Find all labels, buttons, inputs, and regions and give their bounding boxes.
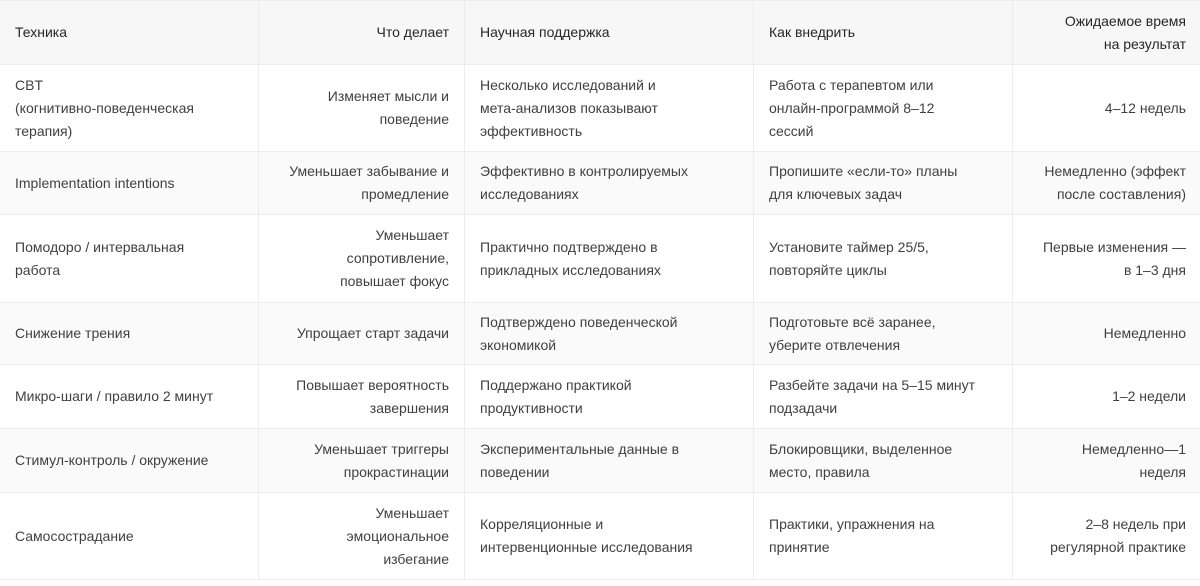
cell-time: 2–8 недель при регулярной практике — [1012, 492, 1200, 580]
header-time: Ожидаемое время на результат — [1012, 0, 1200, 65]
header-how-to: Как внедрить — [753, 0, 1013, 65]
cell-evidence: Несколько исследований и мета-анализов п… — [464, 64, 754, 152]
cell-what-it-does: Повышает вероятность завершения — [258, 364, 465, 429]
cell-how-to: Разбейте задачи на 5–15 минут подзадачи — [753, 364, 1013, 429]
cell-technique: Снижение трения — [0, 302, 259, 365]
cell-time: Немедленно (эффект после составления) — [1012, 151, 1200, 215]
cell-time: 1–2 недели — [1012, 364, 1200, 429]
cell-evidence: Эффективно в контролируемых исследования… — [464, 151, 754, 215]
table-row: Самосострадание Уменьшает эмоциональное и… — [0, 492, 1200, 580]
cell-evidence: Подтверждено поведенческой экономикой — [464, 302, 754, 365]
cell-how-to: Установите таймер 25/5, повторяйте циклы — [753, 214, 1013, 303]
cell-how-to: Подготовьте всё заранее, уберите отвлече… — [753, 302, 1013, 365]
table-row: Снижение трения Упрощает старт задачи Подт… — [0, 302, 1200, 365]
header-what-it-does: Что делает — [258, 0, 465, 65]
cell-evidence: Корреляционные и интервенционные исследо… — [464, 492, 754, 580]
cell-technique: CBT (когнитивно-поведенческая терапия) — [0, 64, 259, 152]
cell-how-to: Пропишите «если-то» планы для ключевых з… — [753, 151, 1013, 215]
cell-technique: Стимул-контроль / окружение — [0, 428, 259, 493]
cell-what-it-does: Изменяет мысли и поведение — [258, 64, 465, 152]
cell-what-it-does: Уменьшает триггеры прокрастинации — [258, 428, 465, 493]
cell-time: 4–12 недель — [1012, 64, 1200, 152]
cell-how-to: Блокировщики, выделенное место, правила — [753, 428, 1013, 493]
cell-evidence: Практично подтверждено в прикладных иссл… — [464, 214, 754, 303]
cell-technique: Микро-шаги / правило 2 минут — [0, 364, 259, 429]
cell-time: Первые изменения — в 1–3 дня — [1012, 214, 1200, 303]
cell-how-to: Работа с терапевтом или онлайн-программо… — [753, 64, 1013, 152]
cell-technique: Помодоро / интервальная работа — [0, 214, 259, 303]
cell-what-it-does: Упрощает старт задачи — [258, 302, 465, 365]
header-technique: Техника — [0, 0, 259, 65]
table-row: Implementation intentions Уменьшает забыв… — [0, 151, 1200, 215]
cell-what-it-does: Уменьшает эмоциональное избегание — [258, 492, 465, 580]
cell-time: Немедленно — [1012, 302, 1200, 365]
cell-evidence: Экспериментальные данные в поведении — [464, 428, 754, 493]
header-evidence: Научная поддержка — [464, 0, 754, 65]
cell-how-to: Практики, упражнения на принятие — [753, 492, 1013, 580]
table-row: Стимул-контроль / окружение Уменьшает три… — [0, 428, 1200, 493]
table-row: Микро-шаги / правило 2 минут Повышает вер… — [0, 364, 1200, 429]
cell-what-it-does: Уменьшает сопротивление, повышает фокус — [258, 214, 465, 303]
cell-technique: Implementation intentions — [0, 151, 259, 215]
cell-technique: Самосострадание — [0, 492, 259, 580]
cell-time: Немедленно—1 неделя — [1012, 428, 1200, 493]
table-row: Помодоро / интервальная работа Уменьшает … — [0, 214, 1200, 303]
table-row: CBT (когнитивно-поведенческая терапия) Из… — [0, 64, 1200, 152]
cell-what-it-does: Уменьшает забывание и промедление — [258, 151, 465, 215]
header-row: Техника Что делает Научная поддержка Как… — [0, 0, 1200, 65]
cell-evidence: Поддержано практикой продуктивности — [464, 364, 754, 429]
